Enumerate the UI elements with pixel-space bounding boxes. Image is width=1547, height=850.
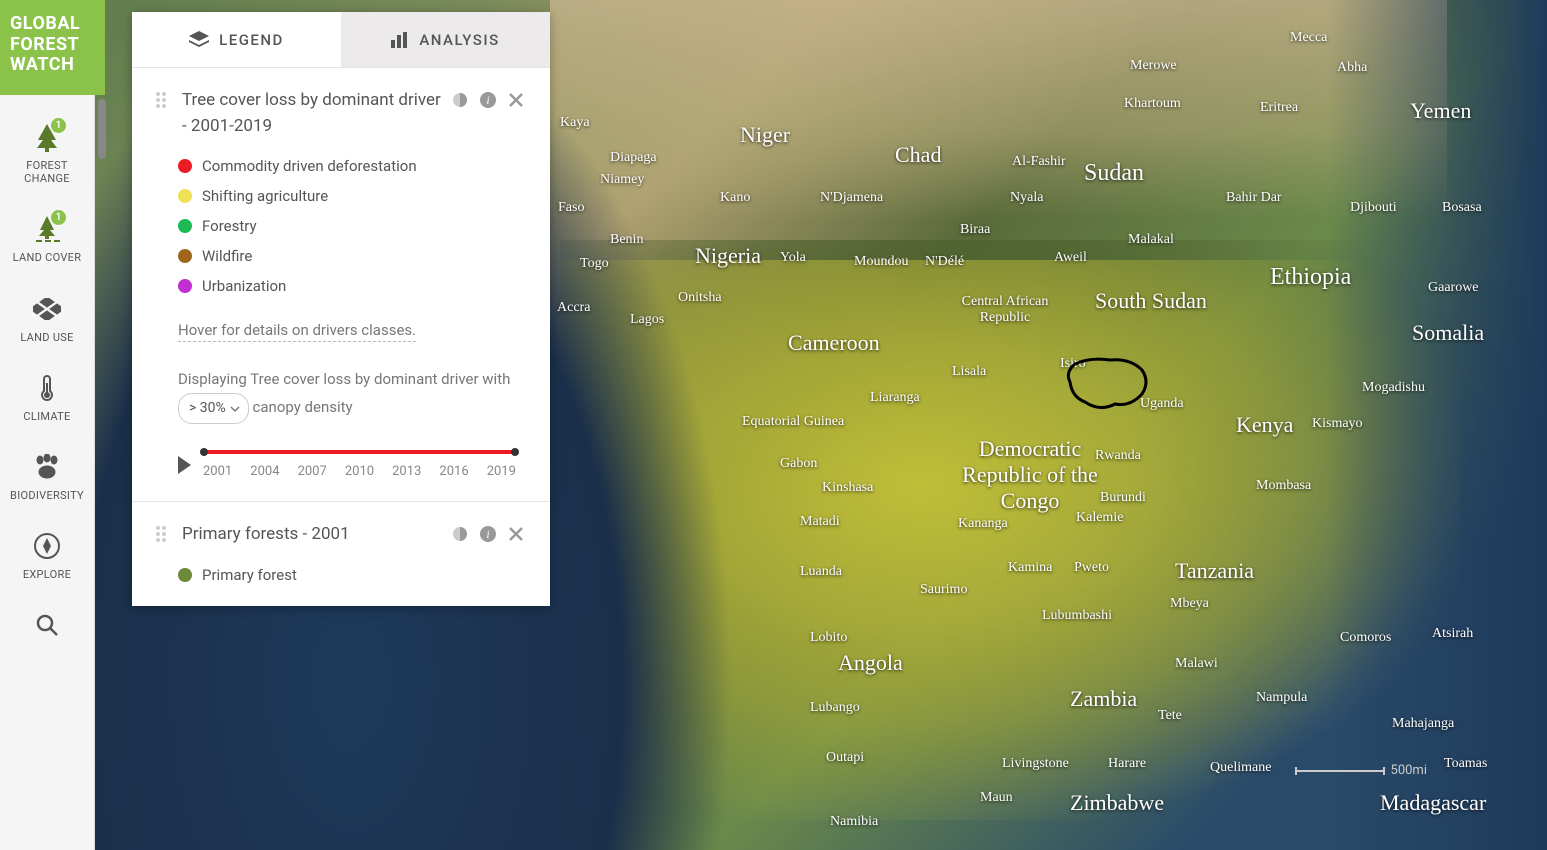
legend-item: Wildfire xyxy=(178,247,526,265)
thermometer-icon xyxy=(38,373,56,403)
legend-label: Wildfire xyxy=(202,247,252,265)
layer-primary-forests: Primary forests - 2001 i Primary forest xyxy=(132,502,550,606)
close-button[interactable] xyxy=(506,90,526,110)
sidebar-item-forest-change[interactable]: 1 FOREST CHANGE xyxy=(0,107,94,199)
tab-label: LEGEND xyxy=(219,31,284,49)
legend-label: Urbanization xyxy=(202,277,286,295)
badge: 1 xyxy=(51,118,66,133)
logo[interactable]: GLOBAL FOREST WATCH xyxy=(0,0,105,95)
legend-item: Shifting agriculture xyxy=(178,187,526,205)
hover-note: Hover for details on drivers classes. xyxy=(178,321,416,342)
legend-item: Urbanization xyxy=(178,277,526,295)
timeline-year: 2019 xyxy=(487,464,516,479)
paw-icon xyxy=(33,454,61,480)
timeline-year: 2001 xyxy=(203,464,232,479)
tab-legend[interactable]: LEGEND xyxy=(132,12,341,67)
sidebar-item-explore[interactable]: EXPLORE xyxy=(0,516,94,595)
layer-title: Primary forests - 2001 xyxy=(178,522,442,548)
timeline-year: 2016 xyxy=(439,464,468,479)
info-button[interactable]: i xyxy=(478,524,498,544)
sidebar-label: LAND COVER xyxy=(13,251,82,264)
legend-swatch xyxy=(178,568,192,582)
sidebar-item-land-use[interactable]: LAND USE xyxy=(0,279,94,358)
sidebar-label: FOREST CHANGE xyxy=(4,159,90,185)
legend-swatch xyxy=(178,159,192,173)
bar-chart-icon xyxy=(391,32,409,48)
logo-line1: GLOBAL xyxy=(10,14,95,35)
scale-bar: 500mi xyxy=(1295,763,1427,778)
badge: 1 xyxy=(51,210,66,225)
density-text: Displaying Tree cover loss by dominant d… xyxy=(178,366,516,424)
chevron-down-icon xyxy=(230,405,240,413)
map-city-label: Biraa xyxy=(960,222,990,238)
timeline-year: 2007 xyxy=(298,464,327,479)
sidebar-item-climate[interactable]: CLIMATE xyxy=(0,358,94,437)
legend-label: Forestry xyxy=(202,217,257,235)
layers-icon xyxy=(189,31,209,49)
search-icon xyxy=(35,613,59,637)
opacity-button[interactable] xyxy=(450,90,470,110)
sidebar-label: LAND USE xyxy=(20,331,73,344)
info-button[interactable]: i xyxy=(478,90,498,110)
legend-swatch xyxy=(178,219,192,233)
legend-label: Primary forest xyxy=(202,566,297,584)
density-select[interactable]: > 30% xyxy=(178,393,249,424)
tiles-icon xyxy=(33,298,61,320)
timeline-handle-end[interactable] xyxy=(511,448,519,456)
timeline: 2001 2004 2007 2010 2013 2016 2019 xyxy=(178,450,516,479)
timeline-year: 2004 xyxy=(250,464,279,479)
sidebar-label: EXPLORE xyxy=(23,568,71,581)
logo-line2: FOREST xyxy=(10,35,95,56)
layer-title: Tree cover loss by dominant driver - 200… xyxy=(178,88,442,139)
svg-text:i: i xyxy=(486,93,489,107)
sidebar-item-biodiversity[interactable]: BIODIVERSITY xyxy=(0,437,94,516)
selected-region-outline xyxy=(1060,352,1160,422)
layer-tree-cover-loss: Tree cover loss by dominant driver - 200… xyxy=(132,68,550,502)
tab-label: ANALYSIS xyxy=(419,31,499,49)
legend-label: Commodity driven deforestation xyxy=(202,157,417,175)
sidebar-label: BIODIVERSITY xyxy=(10,489,84,502)
drag-handle[interactable] xyxy=(156,526,170,542)
legend-label: Shifting agriculture xyxy=(202,187,328,205)
sidebar-scrollbar[interactable] xyxy=(98,99,106,159)
play-button[interactable] xyxy=(178,456,191,474)
timeline-handle-start[interactable] xyxy=(200,448,208,456)
legend-panel: LEGEND ANALYSIS Tree cover loss by domin… xyxy=(132,12,550,606)
sidebar-label: CLIMATE xyxy=(23,410,70,423)
timeline-year: 2010 xyxy=(345,464,374,479)
logo-line3: WATCH xyxy=(10,55,95,76)
legend-item: Primary forest xyxy=(178,566,526,584)
sidebar-item-land-cover[interactable]: 1 LAND COVER xyxy=(0,199,94,278)
close-button[interactable] xyxy=(506,524,526,544)
svg-text:i: i xyxy=(486,527,489,541)
sidebar-item-search[interactable] xyxy=(0,595,94,661)
drag-handle[interactable] xyxy=(156,92,170,108)
tab-analysis[interactable]: ANALYSIS xyxy=(341,12,550,67)
scale-label: 500mi xyxy=(1391,763,1427,778)
timeline-year: 2013 xyxy=(392,464,421,479)
legend-item: Forestry xyxy=(178,217,526,235)
compass-icon xyxy=(33,532,61,560)
legend-swatch xyxy=(178,249,192,263)
opacity-button[interactable] xyxy=(450,524,470,544)
legend-swatch xyxy=(178,189,192,203)
sidebar: 1 FOREST CHANGE 1 LAND COVER LAND USE CL… xyxy=(0,95,95,850)
panel-tabs: LEGEND ANALYSIS xyxy=(132,12,550,68)
legend-item: Commodity driven deforestation xyxy=(178,157,526,175)
timeline-track[interactable] xyxy=(203,450,516,454)
legend-swatch xyxy=(178,279,192,293)
